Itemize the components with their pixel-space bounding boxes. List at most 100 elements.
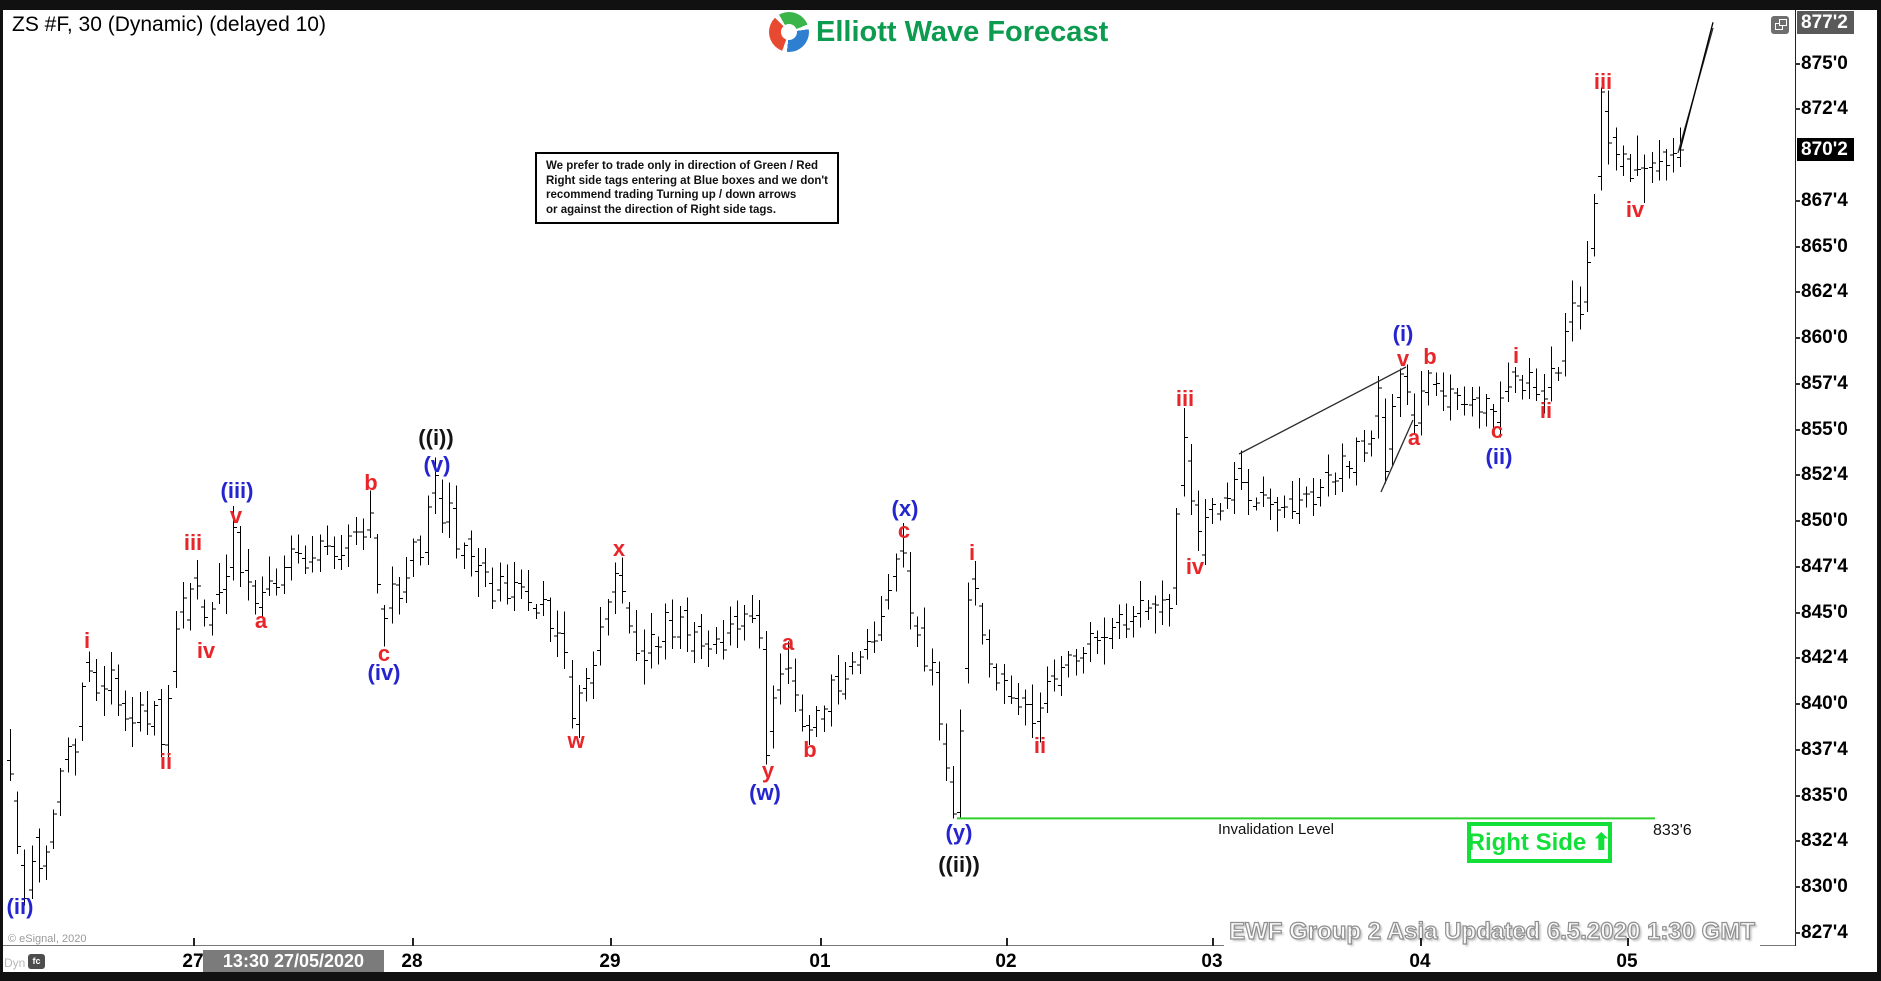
disclaimer-line: Right side tags entering at Blue boxes a…	[546, 174, 828, 187]
price-tick-mark	[1795, 108, 1800, 111]
wave-label-iv: (iv)	[367, 660, 401, 685]
price-tick-mark	[1795, 794, 1800, 797]
up-arrow-icon: ⬆	[1591, 829, 1612, 856]
wave-label-iii: iii	[1175, 386, 1195, 411]
wave-label-b: b	[364, 470, 378, 495]
time-tick-mark	[610, 938, 612, 946]
price-tick-mark	[1795, 703, 1800, 705]
wave-label-i: (i)	[1392, 321, 1414, 346]
disclaimer-line: We prefer to trade only in direction of …	[546, 160, 818, 172]
price-tick-mark	[1795, 611, 1800, 614]
price-tick-label: 850'0	[1801, 510, 1848, 531]
trendline	[1380, 419, 1414, 493]
price-tick-label: 872'4	[1801, 98, 1848, 120]
price-tick-label: 832'4	[1801, 830, 1848, 852]
dyn-mode-label: Dyn	[4, 956, 26, 970]
price-tick-label: 867'4	[1801, 189, 1848, 211]
wave-label-i: i	[968, 540, 976, 565]
wave-label-iv: iv	[1625, 197, 1645, 222]
wave-label-iv: iv	[196, 638, 216, 663]
price-tick-mark	[1795, 245, 1800, 248]
trading-disclaimer-box: We prefer to trade only in direction of …	[535, 152, 839, 225]
time-tick-label: 27	[182, 951, 204, 972]
current-price-tag: 877'2	[1797, 11, 1854, 34]
wave-label-v: (v)	[423, 452, 451, 477]
wave-label-c: c	[377, 641, 391, 666]
wave-label-y: (y)	[945, 820, 973, 845]
time-tick-label: 28	[401, 951, 423, 972]
time-tick-label: 05	[1616, 951, 1638, 972]
wave-label-x: (x)	[891, 496, 919, 521]
price-tick-mark	[1795, 199, 1800, 202]
price-tick-label: 862'4	[1801, 281, 1848, 303]
restore-window-icon[interactable]	[1771, 16, 1789, 34]
price-tick-mark	[1795, 382, 1800, 385]
symbol-title: ZS #F, 30 (Dynamic) (delayed 10)	[12, 13, 326, 36]
time-tick-label: 03	[1201, 951, 1223, 972]
time-axis-line	[3, 945, 1795, 946]
price-tick-label: 847'4	[1801, 555, 1848, 577]
wave-label-iii: iii	[1593, 69, 1613, 94]
ohlc-bars	[7, 87, 1684, 906]
price-tick-label: 837'4	[1801, 738, 1848, 760]
price-tick-mark	[1795, 657, 1800, 660]
right-side-label: Right Side	[1467, 828, 1587, 856]
wave-label-y: y	[761, 758, 775, 783]
time-tick-label: 04	[1409, 951, 1431, 972]
wave-label-w: (w)	[749, 780, 781, 805]
price-tick-label: 842'4	[1801, 647, 1848, 669]
time-tick-label: 29	[599, 951, 621, 972]
price-tick-mark	[1795, 840, 1800, 843]
wave-label-x: x	[612, 536, 626, 561]
cursor-date-box: 13:30 27/05/2020	[203, 950, 384, 972]
wave-label-c: c	[1490, 418, 1504, 443]
last-price-tag: 870'2	[1797, 138, 1854, 161]
wave-label-ii: (ii)	[1485, 444, 1513, 469]
price-axis-line	[1795, 10, 1796, 946]
wave-label-i: i	[1512, 343, 1520, 368]
price-tick-mark	[1795, 474, 1800, 477]
price-tick-label: 875'0	[1801, 52, 1848, 74]
wave-label-iii: (iii)	[220, 478, 254, 503]
wave-label-i: ((i))	[418, 425, 454, 450]
current-price-line	[1679, 22, 1714, 151]
wave-label-ii: ((ii))	[938, 852, 980, 877]
time-tick-mark	[412, 938, 414, 946]
disclaimer-line: or against the direction of Right side t…	[546, 203, 777, 216]
update-credit-text: EWF Group 2 Asia Updated 6.5.2020 1:30 G…	[1224, 917, 1760, 947]
window-top-bar	[0, 0, 1881, 10]
wave-label-w: w	[567, 728, 585, 753]
wave-label-a: a	[1407, 425, 1421, 450]
time-tick-label: 02	[995, 951, 1017, 972]
wave-label-v: v	[1396, 346, 1410, 371]
wave-label-a: a	[254, 608, 268, 633]
wave-label-c: c	[897, 518, 911, 543]
price-tick-label: 830'0	[1801, 876, 1848, 897]
wave-label-ii: ii	[1033, 733, 1047, 758]
price-tick-mark	[1795, 748, 1800, 751]
right-side-badge: Right Side ⬆	[1467, 822, 1612, 863]
time-tick-mark	[1006, 938, 1008, 946]
price-tick-label: 835'0	[1801, 784, 1848, 806]
wave-label-b: b	[1423, 344, 1437, 369]
price-tick-mark	[1795, 337, 1800, 339]
brand-logo: Elliott Wave Forecast	[769, 10, 1108, 54]
time-tick-mark	[1212, 938, 1214, 946]
time-tick-mark	[1420, 938, 1422, 946]
price-tick-label: 845'0	[1801, 601, 1848, 623]
price-tick-label: 840'0	[1801, 693, 1848, 714]
invalidation-level-label: Invalidation Level	[1218, 821, 1334, 838]
price-tick-mark	[1795, 931, 1800, 934]
disclaimer-line: recommend trading Turning up / down arro…	[546, 189, 797, 202]
wave-label-v: v	[229, 503, 243, 528]
price-tick-label: 852'4	[1801, 464, 1848, 486]
price-tick-mark	[1795, 62, 1800, 65]
price-tick-mark	[1795, 428, 1800, 431]
window-left-edge	[0, 10, 3, 972]
time-tick-mark	[1627, 938, 1629, 946]
wave-label-ii: (ii)	[6, 894, 34, 919]
esignal-copyright: © eSignal, 2020	[8, 933, 87, 945]
brand-swirl-icon	[769, 12, 809, 52]
time-tick-mark	[193, 938, 195, 946]
